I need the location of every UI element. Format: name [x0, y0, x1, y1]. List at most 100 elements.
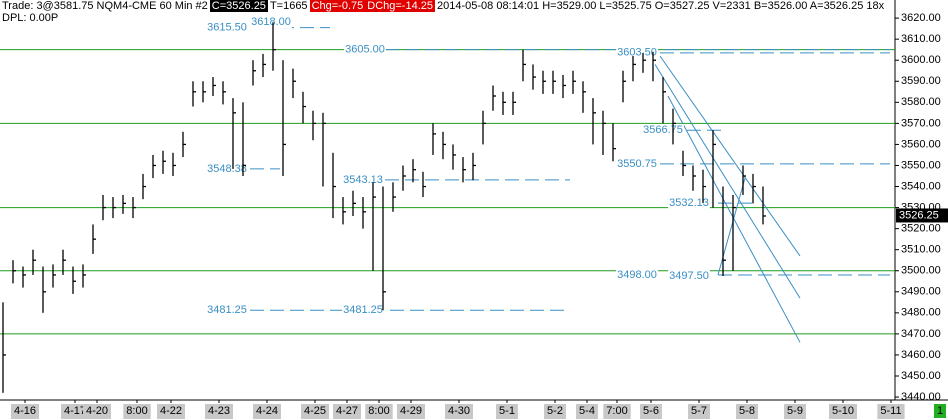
- header-field: Trade: 3@3581.75 NQM4-CME 60 Min #2: [2, 0, 208, 12]
- x-tick-box: [10, 404, 40, 419]
- last-price-label: 3526.25: [899, 209, 939, 221]
- label-bg: [616, 157, 658, 170]
- y-tick-label: 3590.00: [901, 75, 941, 87]
- y-tick-label: 3500.00: [901, 265, 941, 277]
- y-tick-label: 3510.00: [901, 244, 941, 256]
- y-tick-label: 3610.00: [901, 33, 941, 45]
- header-field: Chg=-0.75: [309, 0, 366, 12]
- trend-line: [659, 55, 801, 257]
- y-tick-label: 3450.00: [901, 370, 941, 382]
- x-tick-box: [82, 404, 112, 419]
- x-tick-box: [544, 404, 566, 419]
- x-tick-box: [60, 404, 90, 419]
- x-tick-label: 4-30: [448, 405, 470, 417]
- x-tick-label: 5-7: [691, 405, 707, 417]
- trend-line: [654, 64, 801, 299]
- label-bg: [616, 46, 658, 59]
- header-field: 2014-05-08 08:14:01 H=3529.00 L=3525.75 …: [437, 0, 885, 12]
- level-label: 3566.75: [643, 124, 683, 136]
- y-tick-label: 3550.00: [901, 159, 941, 171]
- y-tick-label: 3470.00: [901, 328, 941, 340]
- x-tick-box: [603, 404, 631, 419]
- label-bg: [344, 43, 386, 56]
- x-tick-box: [252, 404, 282, 419]
- x-tick-box: [784, 404, 806, 419]
- label-bg: [342, 304, 384, 317]
- header-line: Trade: 3@3581.75 NQM4-CME 60 Min #2 C=352…: [0, 0, 886, 12]
- label-bg: [206, 21, 248, 34]
- x-tick-label: 4-25: [304, 405, 326, 417]
- x-tick-label: 5-4: [579, 405, 595, 417]
- x-tick-box: [496, 404, 518, 419]
- y-tick-label: 3570.00: [901, 117, 941, 129]
- y-tick-label: 3580.00: [901, 96, 941, 108]
- x-tick-box: [444, 404, 474, 419]
- x-tick-box: [736, 404, 758, 419]
- y-tick-label: 3540.00: [901, 180, 941, 192]
- level-label: 3603.50: [617, 47, 657, 59]
- x-tick-label: 5-10: [832, 405, 854, 417]
- trend-line: [717, 177, 746, 276]
- header-field: DChg=-14.25: [365, 0, 435, 12]
- x-tick-box: [640, 404, 662, 419]
- level-label: 3548.38: [207, 163, 247, 175]
- x-tick-label: 5-1: [499, 405, 515, 417]
- y-tick-label: 3560.00: [901, 138, 941, 150]
- x-tick-box: [300, 404, 330, 419]
- label-bg: [668, 197, 710, 210]
- x-tick-label: 4-29: [400, 405, 422, 417]
- x-tick-label: 4-16: [14, 405, 36, 417]
- x-tick-label: 5-9: [787, 405, 803, 417]
- y-tick-label: 3480.00: [901, 307, 941, 319]
- label-bg: [206, 162, 248, 175]
- x-tick-box: [123, 404, 151, 419]
- header: Trade: 3@3581.75 NQM4-CME 60 Min #2 C=352…: [0, 0, 886, 24]
- level-label: 3618.00: [251, 16, 291, 28]
- y-tick-label: 3600.00: [901, 54, 941, 66]
- x-tick-box: [877, 404, 905, 419]
- x-tick-box: [156, 404, 186, 419]
- x-tick-label: 4-27: [336, 405, 358, 417]
- level-label: 3532.13: [669, 197, 709, 209]
- level-label: 3497.50: [669, 270, 709, 282]
- x-tick-box: [828, 404, 858, 419]
- x-tick-box: [365, 404, 393, 419]
- header-field: C=3526.25: [209, 0, 268, 12]
- last-price-box: [896, 208, 948, 223]
- label-bg: [250, 16, 292, 29]
- level-label: 3481.25: [207, 304, 247, 316]
- level-label: 3481.25: [343, 304, 383, 316]
- x-tick-label: 5-6: [643, 405, 659, 417]
- x-tick-label: 4-17: [64, 405, 86, 417]
- y-tick-label: 3490.00: [901, 286, 941, 298]
- x-tick-label: 5-8: [739, 405, 755, 417]
- label-bg: [206, 304, 248, 317]
- label-bg: [668, 269, 710, 282]
- page-indicator-box: [934, 404, 946, 418]
- y-tick-label: 3440.00: [901, 391, 941, 403]
- x-tick-box: [396, 404, 426, 419]
- label-bg: [616, 268, 658, 281]
- y-tick-label: 3460.00: [901, 349, 941, 361]
- page-indicator: 1: [937, 405, 943, 417]
- x-tick-box: [332, 404, 362, 419]
- x-tick-box: [576, 404, 598, 419]
- x-tick-label: 4-24: [256, 405, 278, 417]
- x-tick-label: 5-2: [547, 405, 563, 417]
- x-tick-label: 8:00: [368, 405, 389, 417]
- level-label: 3550.75: [617, 158, 657, 170]
- level-label: 3615.50: [207, 21, 247, 33]
- x-tick-box: [688, 404, 710, 419]
- y-tick-label: 3520.00: [901, 223, 941, 235]
- x-tick-label: 7:00: [606, 405, 627, 417]
- header-field: T=1665: [269, 0, 308, 12]
- x-tick-box: [204, 404, 234, 419]
- x-tick-label: 8:00: [126, 405, 147, 417]
- level-label: 3498.00: [617, 269, 657, 281]
- level-label: 3605.00: [345, 44, 385, 56]
- level-label: 3543.13: [343, 174, 383, 186]
- y-tick-label: 3620.00: [901, 12, 941, 24]
